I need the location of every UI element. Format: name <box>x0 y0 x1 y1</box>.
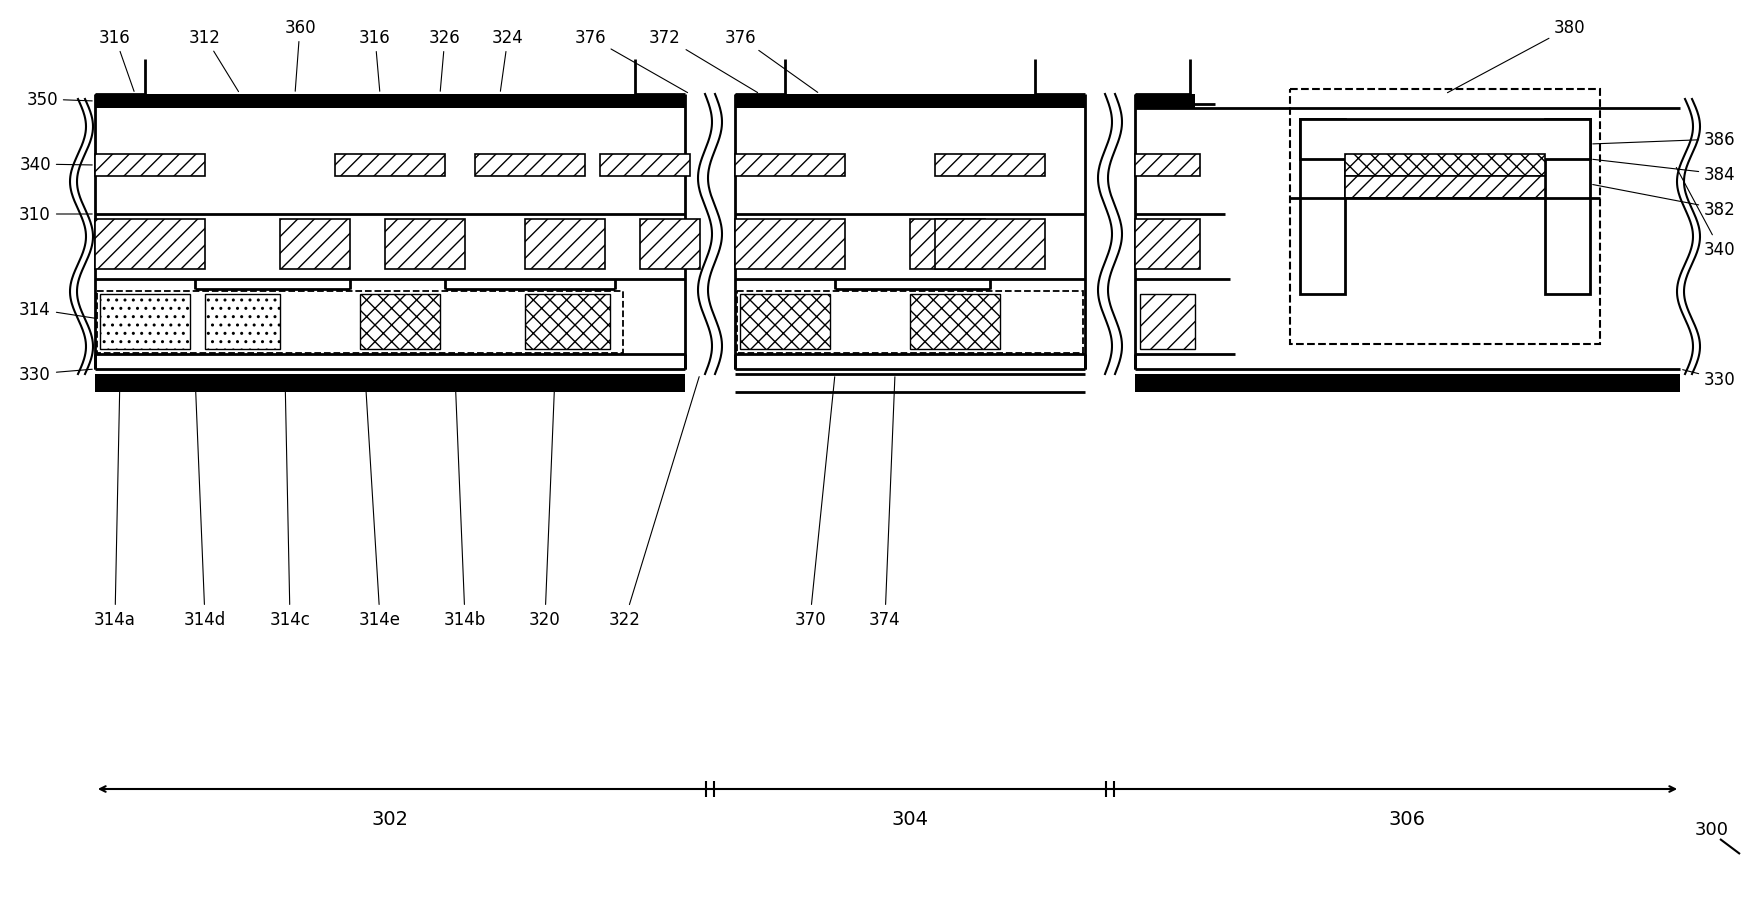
Bar <box>1135 220 1200 270</box>
Bar <box>95 220 206 270</box>
Bar <box>385 220 466 270</box>
Bar <box>740 294 829 350</box>
Bar <box>734 155 845 177</box>
Bar <box>1346 155 1544 177</box>
Text: 380: 380 <box>1448 19 1587 94</box>
Bar <box>734 95 1086 109</box>
Bar <box>910 294 1000 350</box>
Text: 376: 376 <box>724 29 817 93</box>
Text: 376: 376 <box>575 29 687 94</box>
Text: 326: 326 <box>429 29 460 92</box>
Bar <box>206 294 279 350</box>
Bar <box>734 220 845 270</box>
Bar <box>736 292 1082 353</box>
Text: 322: 322 <box>610 377 699 629</box>
Bar <box>1135 155 1200 177</box>
Bar <box>279 220 350 270</box>
Bar <box>1140 294 1195 350</box>
Text: 310: 310 <box>19 206 91 224</box>
Bar <box>95 155 206 177</box>
Text: 382: 382 <box>1594 185 1736 219</box>
Text: 340: 340 <box>1676 169 1736 259</box>
Bar <box>910 220 986 270</box>
Text: 314: 314 <box>19 301 97 319</box>
Bar <box>95 95 685 109</box>
Bar <box>95 374 685 393</box>
Text: 314e: 314e <box>358 377 401 629</box>
Text: 330: 330 <box>19 365 91 384</box>
Text: 386: 386 <box>1594 131 1736 148</box>
Text: 360: 360 <box>285 19 316 92</box>
Text: 314b: 314b <box>445 377 487 629</box>
Text: 316: 316 <box>358 29 390 92</box>
Bar <box>1544 120 1590 294</box>
Text: 300: 300 <box>1696 820 1729 838</box>
Text: 374: 374 <box>870 377 901 629</box>
Text: 370: 370 <box>794 377 835 629</box>
Bar <box>525 294 610 350</box>
Bar <box>1135 95 1195 109</box>
Bar <box>1300 120 1346 294</box>
Bar <box>336 155 445 177</box>
Text: 314d: 314d <box>184 377 227 629</box>
Bar <box>1290 90 1601 344</box>
Bar <box>599 155 691 177</box>
Bar <box>1135 374 1680 393</box>
Text: 324: 324 <box>492 29 524 92</box>
Text: 384: 384 <box>1594 160 1736 184</box>
Bar <box>640 220 699 270</box>
Text: 330: 330 <box>1683 370 1736 389</box>
Text: 312: 312 <box>190 29 239 93</box>
Bar <box>360 294 439 350</box>
Bar <box>935 155 1045 177</box>
Text: 314a: 314a <box>95 377 135 629</box>
Bar <box>1346 177 1544 199</box>
Bar <box>935 220 1045 270</box>
Bar <box>525 220 604 270</box>
Text: 316: 316 <box>98 29 134 92</box>
Text: 320: 320 <box>529 377 560 629</box>
Text: 302: 302 <box>371 810 408 829</box>
Text: 306: 306 <box>1390 810 1427 829</box>
Text: 350: 350 <box>26 91 91 109</box>
Bar <box>100 294 190 350</box>
Bar <box>97 292 624 353</box>
Text: 304: 304 <box>891 810 928 829</box>
Text: 314c: 314c <box>269 377 311 629</box>
Bar <box>1300 120 1590 159</box>
Text: 372: 372 <box>648 29 757 94</box>
Bar <box>474 155 585 177</box>
Text: 340: 340 <box>19 156 91 174</box>
